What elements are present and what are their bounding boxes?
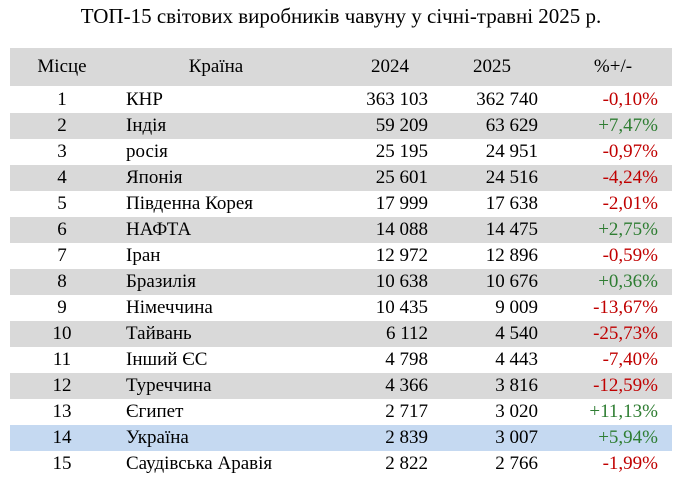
- table-cell: 1: [57, 89, 67, 110]
- table-cell: Туреччина: [126, 375, 212, 396]
- table-cell: 25 601: [375, 167, 428, 188]
- table-cell: 24 951: [485, 141, 538, 162]
- table-cell: 2 717: [385, 401, 428, 422]
- table-row: 7 Іран 12 972 12 896 -0,59%: [10, 243, 672, 269]
- table-row: 4 Японія 25 601 24 516 -4,24%: [10, 165, 672, 191]
- table-cell: Тайвань: [126, 323, 192, 344]
- table-cell: Іран: [126, 245, 161, 266]
- header-cell: Місце: [37, 56, 87, 77]
- table-cell: +2,75%: [598, 219, 658, 240]
- table-row: 13 Єгипет 2 717 3 020 +11,13%: [10, 399, 672, 425]
- table-cell: -0,10%: [602, 89, 658, 110]
- table-row: 6 НАФТА 14 088 14 475 +2,75%: [10, 217, 672, 243]
- table-row: 12 Туреччина 4 366 3 816 -12,59%: [10, 373, 672, 399]
- table-cell: -2,01%: [602, 193, 658, 214]
- table-cell: Україна: [126, 427, 189, 448]
- table-row: 11 Інший ЄС 4 798 4 443 -7,40%: [10, 347, 672, 373]
- table-row: 1 КНР 363 103 362 740 -0,10%: [10, 87, 672, 113]
- table-cell: 6 112: [385, 323, 428, 344]
- title: ТОП-15 світових виробників чавуну у січн…: [80, 4, 602, 28]
- table-cell: +11,13%: [589, 401, 658, 422]
- table-cell: Єгипет: [126, 401, 184, 422]
- table-cell: 14 088: [375, 219, 428, 240]
- table-cell: 3 816: [495, 375, 538, 396]
- table-cell: 2: [57, 115, 67, 136]
- table-cell: 3 020: [495, 401, 538, 422]
- table-cell: 10 676: [485, 271, 538, 292]
- table-cell: 59 209: [375, 115, 428, 136]
- table-cell: 4 540: [495, 323, 538, 344]
- table-cell: 4: [57, 167, 67, 188]
- table-cell: -7,40%: [602, 349, 658, 370]
- table-cell: 12 896: [485, 245, 538, 266]
- table-cell: 17 638: [485, 193, 538, 214]
- table-cell: 7: [57, 245, 67, 266]
- table-row: 14 Україна 2 839 3 007 +5,94%: [10, 425, 672, 451]
- table-cell: 12 972: [375, 245, 428, 266]
- header-cell: Країна: [188, 56, 244, 77]
- table-cell: +5,94%: [598, 427, 658, 448]
- table-cell: 12: [52, 375, 72, 396]
- table-cell: 5: [57, 193, 67, 214]
- table-cell: 14 475: [485, 219, 538, 240]
- table-cell: -1,99%: [602, 453, 658, 474]
- table-cell: 4 366: [385, 375, 428, 396]
- table-cell: 4 443: [495, 349, 538, 370]
- table-row: 9 Німеччина 10 435 9 009 -13,67%: [10, 295, 672, 321]
- table-cell: НАФТА: [126, 219, 192, 240]
- table-cell: Саудівська Аравія: [126, 453, 273, 474]
- table-cell: Японія: [126, 167, 183, 188]
- header-cell: %+/-: [593, 56, 633, 77]
- table-row: 8 Бразилія 10 638 10 676 +0,36%: [10, 269, 672, 295]
- table-cell: 2 839: [385, 427, 428, 448]
- table-cell: -0,97%: [602, 141, 658, 162]
- table-cell: КНР: [126, 89, 163, 110]
- table-cell: Індія: [126, 115, 167, 136]
- table-cell: Інший ЄС: [126, 349, 208, 370]
- table-cell: -25,73%: [593, 323, 658, 344]
- table-cell: 63 629: [485, 115, 538, 136]
- table-cell: 17 999: [375, 193, 428, 214]
- table-cell: -13,67%: [593, 297, 658, 318]
- table-row: 5 Південна Корея 17 999 17 638 -2,01%: [10, 191, 672, 217]
- table-cell: +7,47%: [598, 115, 658, 136]
- table-row: 3 росія 25 195 24 951 -0,97%: [10, 139, 672, 165]
- table-row: 10 Тайвань 6 112 4 540 -25,73%: [10, 321, 672, 347]
- table-cell: 3: [57, 141, 67, 162]
- table-cell: 11: [52, 349, 72, 370]
- table-cell: 15: [52, 453, 72, 474]
- table-cell: 24 516: [485, 167, 538, 188]
- table-cell: 6: [57, 219, 67, 240]
- table-cell: Бразилія: [126, 271, 197, 292]
- table-row: 2 Індія 59 209 63 629 +7,47%: [10, 113, 672, 139]
- table-cell: 13: [52, 401, 72, 422]
- table-cell: росія: [126, 141, 168, 162]
- header-cell: 2024: [371, 56, 409, 77]
- table-cell: 10 638: [375, 271, 428, 292]
- table-cell: Південна Корея: [126, 193, 254, 214]
- header-row: Місце Країна 2024 2025 %+/-: [10, 48, 672, 86]
- table-cell: 3 007: [495, 427, 538, 448]
- table-row: 15 Саудівська Аравія 2 822 2 766 -1,99%: [10, 451, 672, 477]
- table-cell: 362 740: [476, 89, 538, 110]
- table-cell: 10 435: [375, 297, 428, 318]
- table-cell: +0,36%: [598, 271, 658, 292]
- header-cell: 2025: [473, 56, 511, 77]
- table-cell: 363 103: [366, 89, 428, 110]
- table-cell: Німеччина: [126, 297, 213, 318]
- table-cell: 14: [52, 427, 72, 448]
- table-cell: 10: [52, 323, 72, 344]
- table-cell: -4,24%: [602, 167, 658, 188]
- table-cell: 9: [57, 297, 67, 318]
- table-cell: 2 822: [385, 453, 428, 474]
- table-cell: 4 798: [385, 349, 428, 370]
- table-cell: 2 766: [495, 453, 538, 474]
- table-cell: -12,59%: [593, 375, 658, 396]
- table-cell: 25 195: [375, 141, 428, 162]
- table-cell: 8: [57, 271, 67, 292]
- table-cell: 9 009: [495, 297, 538, 318]
- table-cell: -0,59%: [602, 245, 658, 266]
